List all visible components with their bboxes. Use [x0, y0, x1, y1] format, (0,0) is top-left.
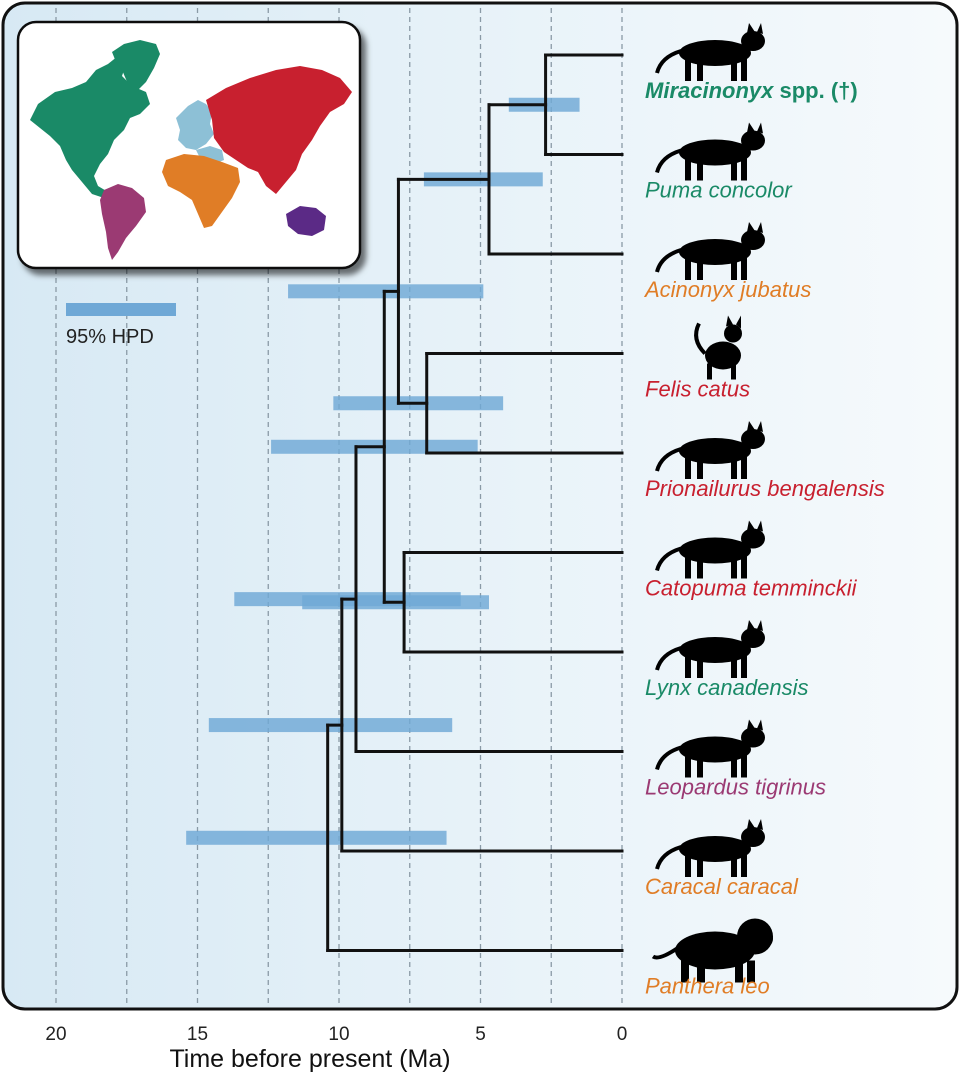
hpd-legend-label: 95% HPD — [66, 326, 154, 348]
australia-region — [286, 206, 326, 236]
tick-label-5: 5 — [475, 1024, 486, 1045]
puma-icon — [655, 122, 765, 181]
hpd-bar-n_root — [186, 830, 447, 845]
tree-branches — [326, 53, 624, 952]
cheetah-icon — [655, 222, 765, 280]
x-axis: 20 15 10 5 0 — [45, 1024, 627, 1045]
tip-label-name-panthera: Panthera leo — [645, 974, 770, 999]
tick-label-15: 15 — [187, 1024, 208, 1045]
tick-label-20: 20 — [45, 1024, 66, 1045]
world-map-inset — [16, 20, 362, 270]
cheetah-like-cat-icon — [655, 23, 765, 81]
tip-label-puma: Puma concolor — [645, 178, 793, 203]
tip-label-panthera: Panthera leo — [645, 974, 770, 999]
species-silhouettes — [651, 23, 773, 983]
north-america-region — [30, 56, 150, 198]
tip-label-name-leopardus: Leopardus tigrinus — [645, 775, 826, 800]
tip-label-name-catopuma: Catopuma temminckii — [645, 576, 858, 601]
domestic-cat-icon — [694, 315, 742, 380]
africa-region — [162, 154, 240, 228]
tip-label-suffix-miracinonyx: spp. (†) — [773, 78, 857, 103]
tip-label-caracal: Caracal caracal — [645, 874, 799, 899]
tip-label-lynx: Lynx canadensis — [645, 675, 809, 700]
tip-label-miracinonyx: Miracinonyx spp. (†) — [645, 78, 858, 103]
south-america-region — [100, 184, 146, 260]
tip-label-name-lynx: Lynx canadensis — [645, 675, 809, 700]
tip-label-catopuma: Catopuma temminckii — [645, 576, 858, 601]
tip-label-acinonyx: Acinonyx jubatus — [643, 277, 811, 302]
tip-labels: Miracinonyx spp. (†) Puma concolor Acinony… — [643, 78, 885, 999]
europe-region — [176, 100, 214, 150]
tip-label-name-felis: Felis catus — [645, 377, 750, 402]
tip-label-name-caracal: Caracal caracal — [645, 874, 799, 899]
asia-region — [206, 66, 352, 194]
caracal-icon — [655, 819, 765, 877]
tick-label-0: 0 — [617, 1024, 628, 1045]
x-axis-title: Time before present (Ma) — [169, 1045, 450, 1073]
tip-label-name-acinonyx: Acinonyx jubatus — [643, 277, 811, 302]
tip-label-leopardus: Leopardus tigrinus — [645, 775, 826, 800]
golden-cat-icon — [655, 520, 765, 579]
hpd-legend: 95% HPD — [66, 303, 176, 348]
tip-label-prionailurus: Prionailurus bengalensis — [645, 476, 885, 501]
lynx-icon — [655, 620, 765, 678]
tick-label-10: 10 — [328, 1024, 349, 1045]
greenland-region — [112, 40, 160, 92]
tip-label-felis: Felis catus — [645, 377, 750, 402]
leopard-cat-icon — [655, 421, 765, 479]
tip-label-name-prionailurus: Prionailurus bengalensis — [645, 476, 885, 501]
lion-icon — [651, 918, 773, 983]
tip-label-name-miracinonyx: Miracinonyx — [645, 78, 774, 103]
tip-label-name-puma: Puma concolor — [645, 178, 793, 203]
oncilla-icon — [655, 719, 765, 778]
hpd-legend-swatch — [66, 303, 176, 316]
